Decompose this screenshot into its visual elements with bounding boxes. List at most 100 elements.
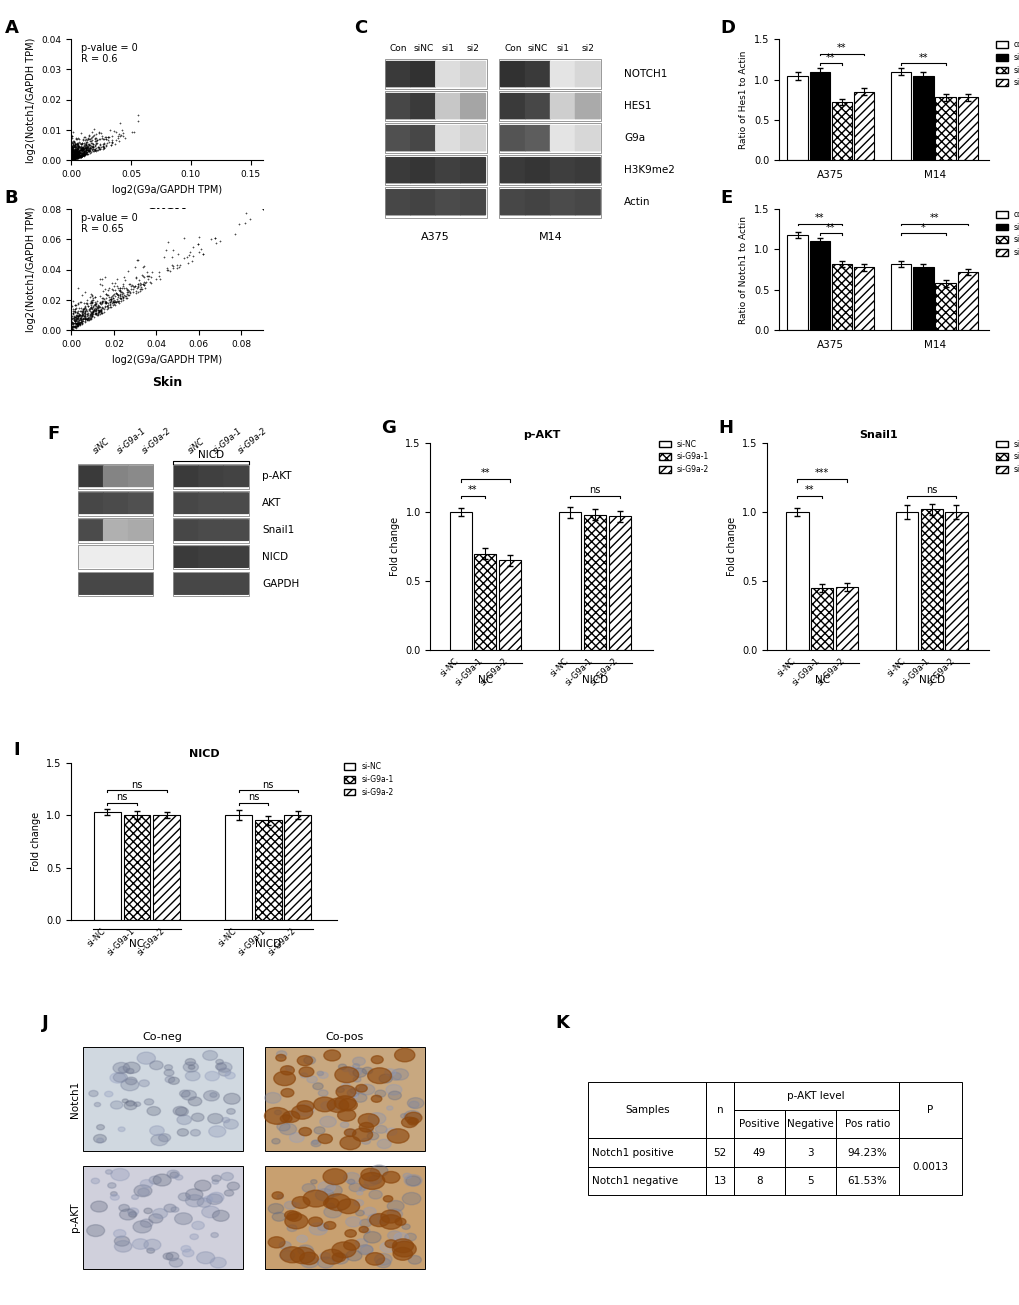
Point (100, 295, 116, 316)
Bar (853, 91, 873, 161)
Point (111, 292, 127, 313)
Point (64, 140, 81, 161)
Point (64, 316, 81, 337)
Point (71, 308, 88, 329)
Point (64, 146, 81, 167)
Circle shape (359, 1084, 374, 1095)
Point (111, 291, 127, 312)
Bar (77, 544, 153, 569)
Point (66, 130, 83, 151)
Point (64, 145, 81, 166)
Point (77, 308, 94, 329)
Circle shape (192, 1221, 204, 1229)
Point (67, 140, 84, 161)
Point (159, 257, 175, 278)
Bar (172, 463, 249, 488)
Circle shape (317, 1224, 328, 1231)
Point (97, 127, 113, 147)
Point (77, 308, 94, 329)
Circle shape (370, 1165, 387, 1177)
Point (97, 127, 113, 147)
Point (65, 144, 82, 164)
Text: NC: NC (129, 938, 145, 949)
Point (76, 304, 93, 325)
Point (81, 141, 97, 162)
Point (81, 300, 97, 321)
Point (73, 311, 90, 331)
Point (112, 286, 128, 307)
Circle shape (91, 1178, 100, 1184)
Point (92, 304, 108, 325)
Point (65, 145, 82, 166)
Point (71, 145, 88, 166)
Circle shape (217, 1062, 231, 1073)
Point (65, 145, 82, 166)
Point (63, 318, 79, 339)
Circle shape (170, 1172, 178, 1177)
Point (109, 269, 125, 290)
Circle shape (132, 1238, 148, 1249)
Circle shape (408, 1118, 418, 1125)
FancyBboxPatch shape (173, 466, 199, 487)
Point (76, 144, 93, 164)
Point (95, 133, 111, 154)
FancyBboxPatch shape (460, 125, 486, 151)
Point (71, 304, 88, 325)
Point (76, 137, 93, 158)
Point (85, 125, 101, 146)
Point (75, 141, 92, 162)
Point (85, 303, 101, 324)
Point (72, 137, 89, 158)
Point (74, 146, 91, 167)
Point (69, 315, 86, 335)
Point (66, 311, 83, 331)
Point (66, 140, 83, 161)
Point (97, 296, 113, 317)
Point (81, 309, 97, 330)
Point (67, 134, 84, 155)
Point (86, 294, 102, 315)
Circle shape (227, 1182, 239, 1190)
FancyBboxPatch shape (410, 93, 436, 119)
Point (65, 313, 82, 334)
Circle shape (271, 1138, 280, 1144)
FancyBboxPatch shape (127, 545, 154, 568)
Point (76, 298, 93, 318)
Circle shape (384, 1069, 395, 1075)
Point (125, 121, 142, 142)
Point (68, 145, 85, 166)
Point (123, 279, 140, 300)
Point (71, 146, 88, 167)
Circle shape (318, 1134, 332, 1143)
Point (73, 138, 90, 159)
Point (73, 145, 90, 166)
Point (83, 283, 99, 304)
Circle shape (357, 1191, 363, 1195)
Point (75, 308, 92, 329)
Point (68, 311, 85, 331)
Text: 94.23%: 94.23% (847, 1147, 887, 1158)
Point (75, 140, 92, 161)
Point (88, 132, 104, 153)
Text: **: ** (825, 54, 835, 63)
Bar (830, 102, 852, 161)
Circle shape (153, 1174, 171, 1186)
Point (66, 145, 83, 166)
Point (69, 303, 86, 324)
Point (130, 277, 147, 298)
Point (78, 144, 95, 164)
Point (66, 149, 83, 170)
Point (79, 144, 96, 164)
Point (87, 138, 103, 159)
Circle shape (119, 1208, 137, 1220)
Bar (172, 518, 249, 543)
Point (70, 134, 87, 155)
Point (115, 286, 131, 307)
Point (66, 144, 83, 164)
Point (75, 308, 92, 329)
Point (135, 256, 151, 277)
Point (68, 147, 85, 168)
Text: Snail1: Snail1 (262, 525, 293, 535)
Point (73, 145, 90, 166)
Circle shape (379, 1074, 392, 1083)
